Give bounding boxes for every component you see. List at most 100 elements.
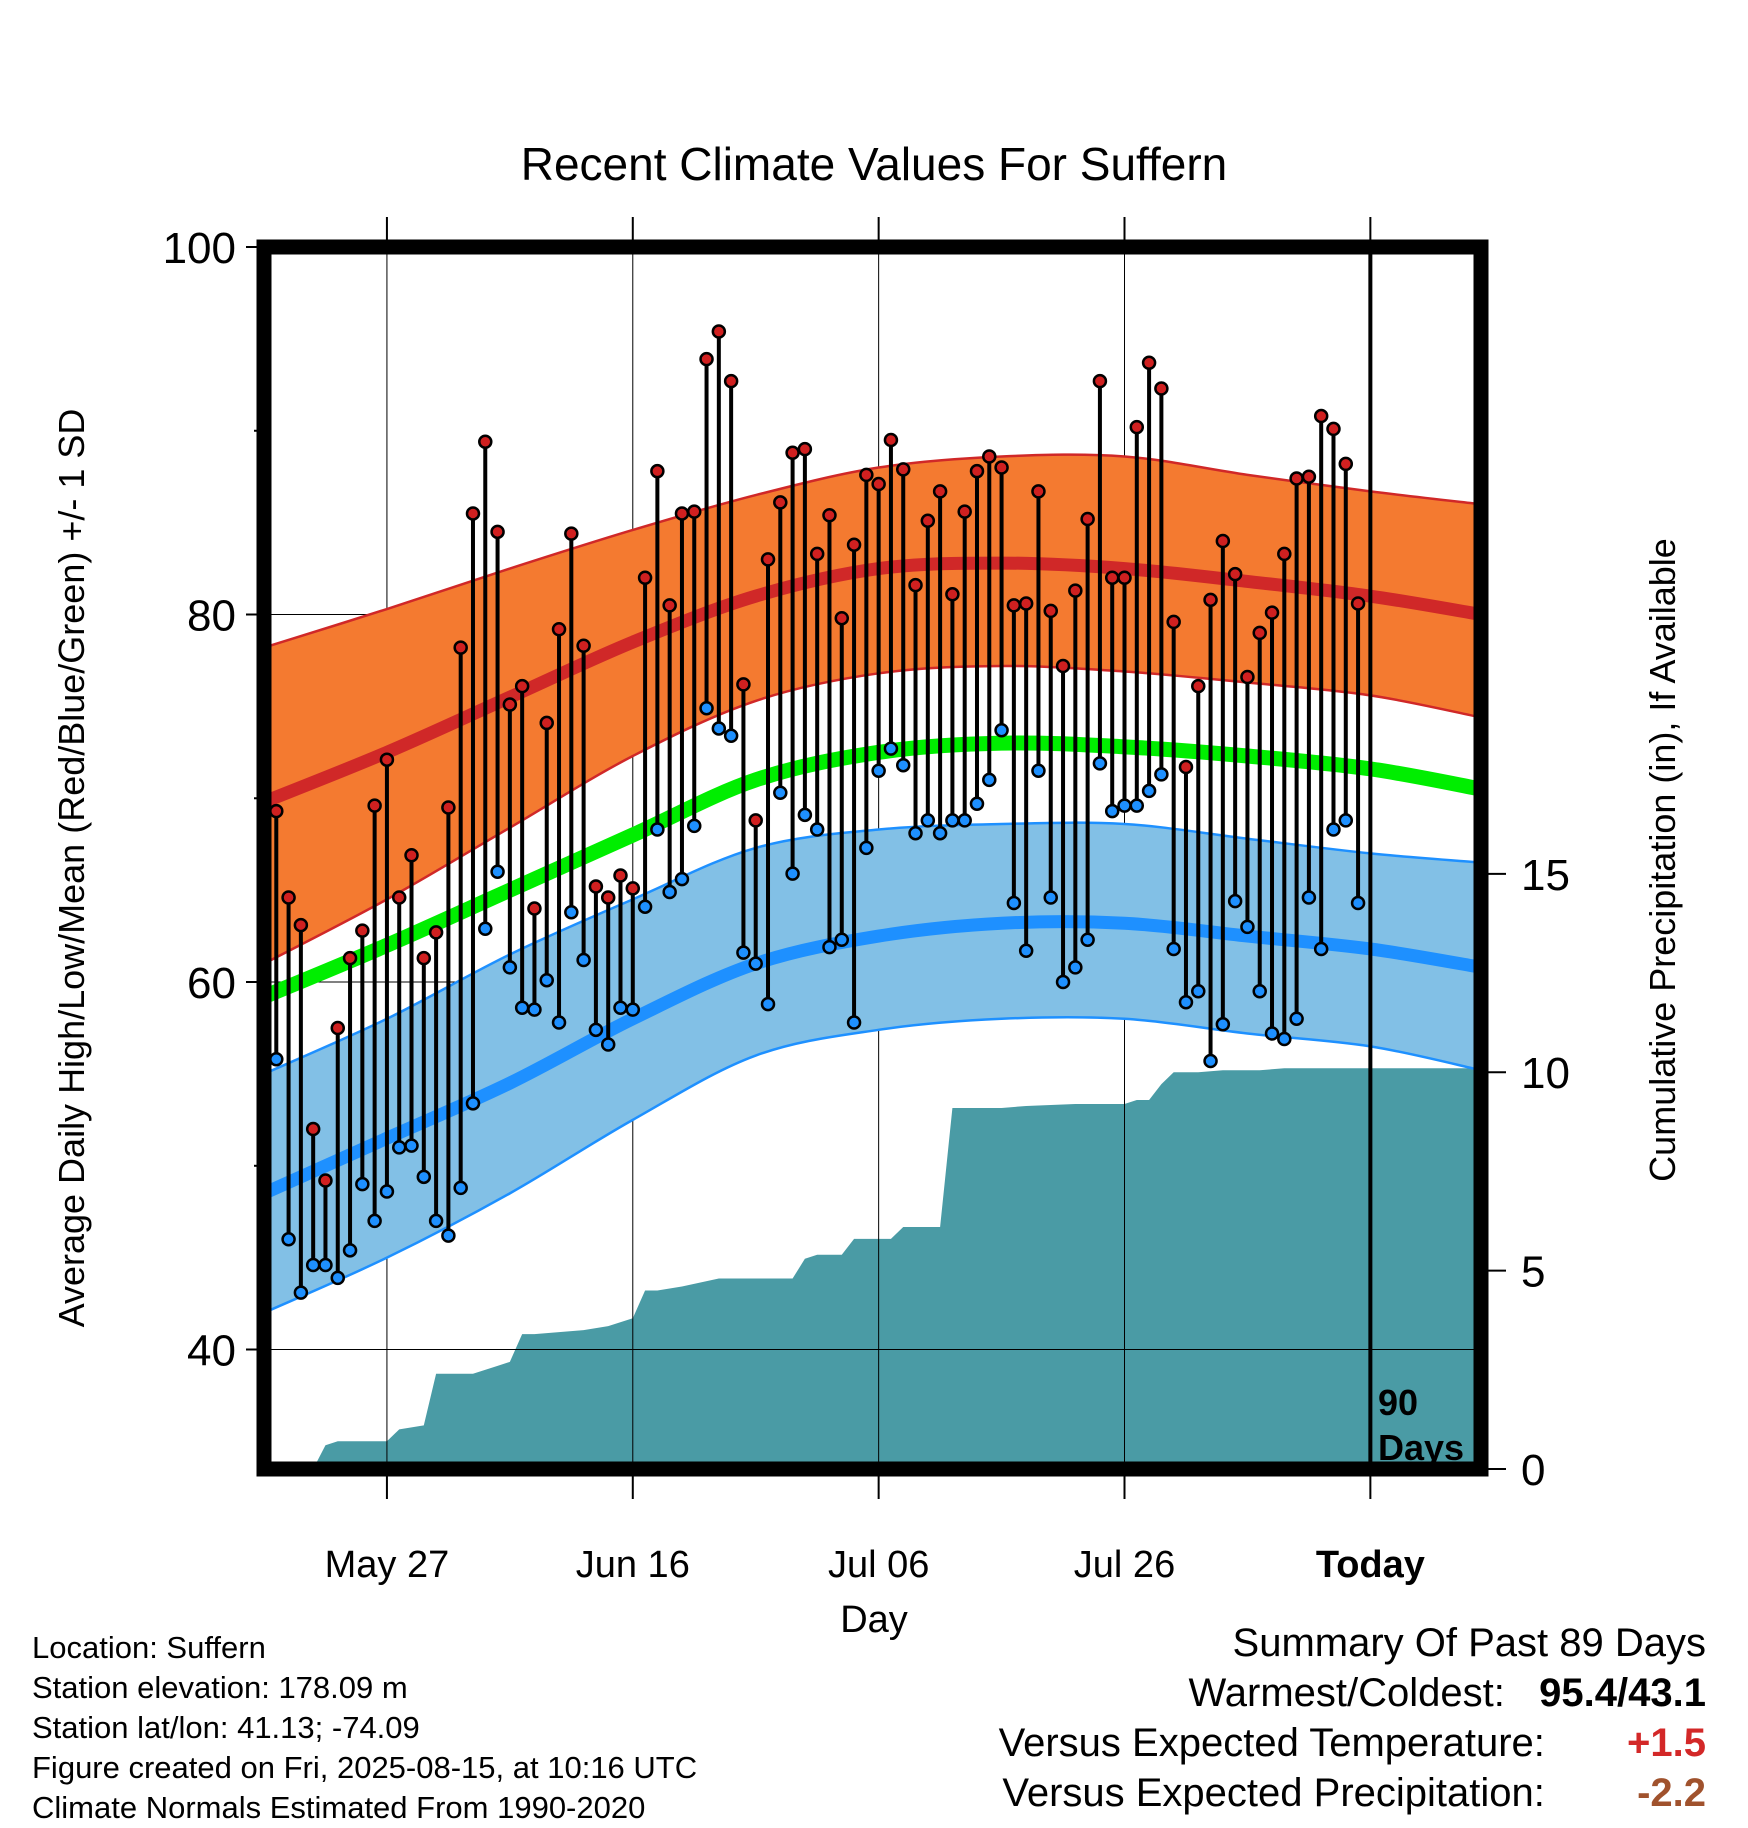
y-tick-label: 100 <box>163 224 236 273</box>
y-tick-label: 80 <box>187 592 236 641</box>
low-point <box>809 822 825 837</box>
low-point <box>465 1096 481 1111</box>
x-tick-label: Today <box>1316 1544 1425 1586</box>
low-point <box>539 972 554 988</box>
low-point <box>1092 756 1108 771</box>
high-point <box>502 697 518 712</box>
high-point <box>355 923 370 938</box>
low-point <box>293 1285 309 1300</box>
high-point <box>1055 658 1071 674</box>
low-point <box>367 1213 382 1229</box>
high-point <box>330 1020 346 1036</box>
low-point <box>1018 943 1034 959</box>
low-point <box>773 785 788 801</box>
low-point <box>441 1228 456 1243</box>
high-point <box>1338 456 1354 472</box>
high-point <box>871 476 886 492</box>
low-point <box>908 825 923 841</box>
high-point <box>613 868 628 883</box>
high-point <box>748 813 763 828</box>
today-marker-label-line2: Days <box>1378 1427 1464 1468</box>
low-point <box>736 945 751 960</box>
low-point <box>1301 890 1317 905</box>
high-point <box>514 678 530 694</box>
low-point <box>1227 893 1243 909</box>
low-point <box>490 864 505 880</box>
low-point <box>625 1002 641 1017</box>
low-point <box>969 796 985 812</box>
low-point <box>342 1243 358 1258</box>
low-point <box>330 1270 346 1286</box>
low-point <box>514 1000 530 1016</box>
high-point <box>478 434 493 450</box>
high-point <box>428 925 444 940</box>
high-point <box>687 504 702 519</box>
high-point <box>1080 511 1095 527</box>
x-tick-label: May 27 <box>325 1544 450 1586</box>
station-info: Location: Suffern Station elevation: 178… <box>32 1628 697 1828</box>
high-point <box>1166 614 1181 630</box>
high-point <box>920 513 936 529</box>
low-point <box>871 763 886 778</box>
high-point <box>1240 669 1255 685</box>
high-point <box>453 640 468 655</box>
y2-tick-label: 0 <box>1521 1446 1545 1495</box>
high-point <box>1289 471 1304 486</box>
low-point <box>1338 813 1354 828</box>
low-point <box>1240 919 1255 935</box>
low-point <box>895 757 911 773</box>
low-point <box>1203 1053 1218 1069</box>
plot-frame <box>256 239 1489 1477</box>
high-point <box>785 445 800 461</box>
high-point <box>1043 603 1058 619</box>
low-point <box>822 939 837 955</box>
high-point <box>281 890 296 905</box>
latlon-text: Station lat/lon: 41.13; -74.09 <box>32 1710 420 1745</box>
low-point <box>1264 1026 1280 1041</box>
high-point <box>957 504 972 519</box>
low-point <box>957 813 972 828</box>
high-point <box>441 800 456 815</box>
low-point <box>920 813 936 828</box>
low-point <box>305 1257 321 1273</box>
low-point <box>428 1213 444 1229</box>
high-point <box>1006 598 1022 613</box>
low-point <box>859 840 874 856</box>
low-point <box>674 871 690 887</box>
y-tick-label: 60 <box>187 959 236 1008</box>
warm-cold-value: 95.4/43.1 <box>1539 1671 1706 1715</box>
high-point <box>490 524 505 540</box>
high-point <box>1203 592 1218 608</box>
low-point <box>379 1184 395 1199</box>
high-point <box>1068 583 1083 598</box>
low-point <box>1117 798 1132 813</box>
y2-axis-label: Cumulative Precipitation (in), If Availa… <box>1642 538 1683 1182</box>
high-point <box>637 570 653 586</box>
low-point <box>797 807 813 823</box>
high-point <box>1141 355 1157 371</box>
low-point <box>1350 895 1366 911</box>
low-point <box>404 1138 419 1153</box>
high-point <box>1092 373 1108 389</box>
daily-points <box>256 324 1366 1300</box>
high-point <box>760 552 776 567</box>
high-point <box>699 351 714 367</box>
high-point <box>1154 381 1169 396</box>
low-point <box>932 825 948 841</box>
low-point <box>551 1015 567 1030</box>
precipitation-area <box>264 1068 1481 1469</box>
high-point <box>994 460 1009 475</box>
x-axis-label: Day <box>840 1599 908 1641</box>
low-point <box>281 1232 296 1247</box>
high-point <box>945 587 960 602</box>
low-point <box>453 1180 468 1196</box>
high-point <box>625 881 641 896</box>
high-point <box>600 890 616 905</box>
y-tick-label: 40 <box>187 1327 236 1376</box>
high-point <box>969 463 985 479</box>
low-point <box>687 818 702 834</box>
low-point <box>711 721 727 736</box>
low-point <box>1104 803 1120 819</box>
low-point <box>982 772 997 788</box>
